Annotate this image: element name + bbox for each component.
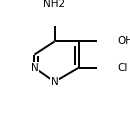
Text: N: N [51, 77, 58, 87]
Text: N: N [31, 63, 38, 73]
Text: Cl: Cl [117, 63, 127, 73]
Text: NH2: NH2 [43, 0, 66, 9]
Text: OH: OH [117, 36, 130, 47]
